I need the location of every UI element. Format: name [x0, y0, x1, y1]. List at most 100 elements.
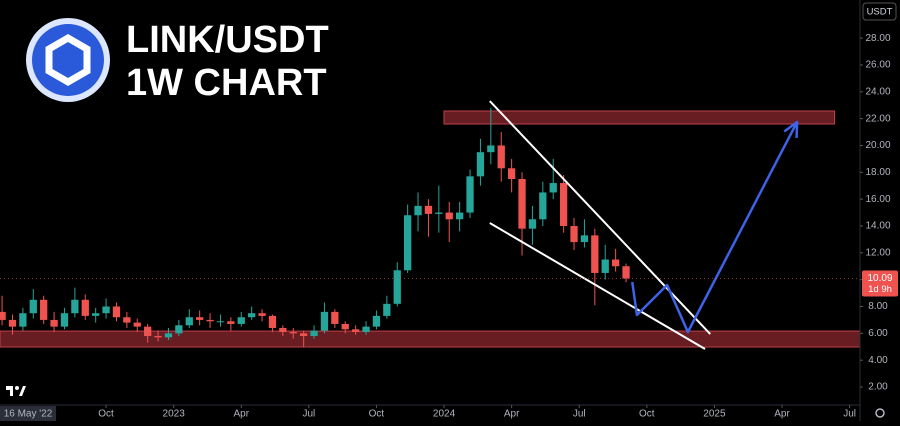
candle-body [476, 152, 485, 177]
candle-body [310, 330, 318, 337]
date-label-box [0, 406, 56, 421]
zone [443, 110, 836, 125]
currency-label[interactable]: USDT [867, 7, 893, 18]
candle-body [570, 225, 578, 243]
candle-body [487, 145, 495, 153]
candle-body [8, 319, 17, 327]
x-tick-label: 2024 [433, 409, 456, 420]
tv-logo-dot [15, 386, 19, 390]
candle-body [414, 205, 422, 216]
candle-body [497, 145, 505, 169]
x-tick-label: Oct [98, 409, 114, 420]
candle-body [29, 299, 37, 314]
candle-body [164, 333, 173, 338]
candle-body [445, 212, 453, 220]
y-tick-label: 28.00 [865, 33, 890, 44]
y-tick-label: 22.00 [865, 113, 890, 124]
candle-body [507, 168, 516, 180]
candle-body [601, 259, 609, 273]
candle-body [383, 303, 391, 316]
candle-body [50, 319, 58, 327]
y-tick-label: 6.00 [868, 328, 888, 339]
y-tick-label: 24.00 [865, 86, 890, 97]
candle-body [279, 327, 287, 332]
trend-line [489, 222, 706, 350]
candle-body [559, 183, 568, 226]
candle-body [372, 315, 381, 327]
candle-body [123, 317, 131, 323]
candle-body [424, 205, 433, 214]
candle-body [268, 315, 277, 328]
candle-body [455, 212, 464, 220]
candle-body [580, 235, 589, 243]
logo-hexagon [45, 33, 91, 87]
x-tick-label: Jul [302, 409, 315, 420]
x-tick-label: Jul [573, 409, 586, 420]
candle-body [300, 333, 308, 337]
candle-body [133, 322, 141, 327]
candle-body [206, 319, 214, 322]
logo [26, 18, 110, 102]
candle-body [466, 176, 474, 213]
candle-body [549, 183, 557, 193]
candle-body [258, 313, 266, 316]
settings-gear[interactable] [875, 408, 885, 418]
candle-body [435, 212, 443, 214]
candle-body [112, 306, 121, 318]
candle-body [154, 336, 162, 338]
candle-body [40, 299, 48, 320]
candle-body [622, 266, 630, 279]
y-tick-label: 4.00 [868, 355, 888, 366]
x-tick-label: 2023 [163, 409, 186, 420]
candle-body [71, 299, 79, 314]
logo-inner [32, 24, 104, 96]
countdown-label: 1d 9h [868, 284, 892, 295]
y-tick-label: 2.00 [868, 382, 888, 393]
x-tick-label: Oct [369, 409, 385, 420]
y-tick-label: 8.00 [868, 301, 888, 312]
tv-logo [6, 386, 26, 396]
candle-body [102, 306, 110, 314]
candle-body [19, 313, 27, 327]
candle-body [92, 313, 100, 316]
y-tick-label: 20.00 [865, 140, 890, 151]
last-price-box [862, 270, 898, 297]
tv-logo-bar [6, 386, 13, 390]
x-tick-label: Apr [504, 409, 520, 420]
candle-body [528, 219, 537, 229]
candle-body [320, 311, 329, 331]
y-tick-label: 18.00 [865, 167, 890, 178]
trend-line [489, 100, 711, 335]
candle-body [175, 325, 183, 334]
candle-body [591, 235, 599, 273]
currency-box[interactable] [862, 2, 897, 21]
y-tick-label: 14.00 [865, 221, 890, 232]
projection-path [631, 121, 799, 334]
last-price-label: 10.09 [867, 273, 892, 284]
candle-body [393, 270, 401, 304]
candle-body [539, 192, 547, 220]
x-tick-label: Apr [774, 409, 790, 420]
y-tick-label: 16.00 [865, 194, 890, 205]
plot-area [0, 100, 861, 350]
candle-body [216, 321, 225, 323]
candle-body [518, 179, 526, 229]
candle-body [185, 317, 193, 326]
candle-body [352, 329, 360, 332]
y-tick-label: 12.00 [865, 247, 890, 258]
x-tick-label: Jul [843, 409, 856, 420]
chart-subtitle: 1W CHART [126, 62, 327, 104]
settings-icon[interactable] [875, 408, 885, 418]
candle-body [144, 326, 152, 337]
candle-body [341, 323, 349, 330]
chart-title: LINK/USDT [126, 19, 329, 61]
x-tick-label: Apr [233, 409, 249, 420]
x-tick-label: 2025 [703, 409, 726, 420]
candle-body [248, 313, 256, 318]
y-tick-label: 26.00 [865, 60, 890, 71]
candle-body [196, 317, 204, 320]
x-tick-label: Oct [639, 409, 655, 420]
projection-arrowhead [783, 120, 799, 139]
candle-body [331, 311, 339, 324]
